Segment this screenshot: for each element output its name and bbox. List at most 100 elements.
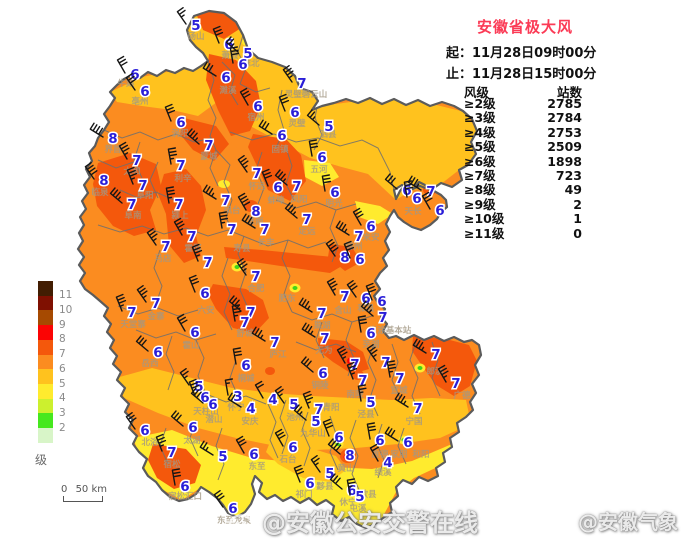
- place-label: 和阳: [412, 449, 429, 460]
- place-label: 芜湖: [362, 339, 380, 350]
- wind-barb-icon: [369, 443, 379, 462]
- place-label: 岳西: [141, 358, 159, 369]
- station-wind-value: 6: [317, 150, 326, 166]
- wind-barb-icon: [357, 384, 367, 402]
- station-wind-value: 7: [413, 401, 422, 417]
- station-marker: 7: [126, 166, 149, 196]
- wind-barb-icon: [366, 422, 377, 440]
- stats-row: ≥2级 2785: [440, 96, 582, 111]
- watermark-left-text: @安徽公安交警在线: [262, 509, 478, 537]
- wind-barb-icon: [167, 147, 178, 165]
- wind-barb-icon: [421, 191, 433, 210]
- station-wind-value: 6: [273, 180, 282, 196]
- place-label: 祁门: [295, 489, 312, 500]
- station-marker: 6: [235, 435, 260, 465]
- wind-barb-icon: [232, 347, 243, 365]
- station-wind-value: 6: [355, 252, 364, 268]
- wind-barb-icon: [235, 435, 247, 454]
- wind-zone: [158, 169, 206, 263]
- wind-barb-icon: [365, 282, 377, 301]
- stats-level: ≥2级: [464, 96, 496, 111]
- place-label: 铜陵: [311, 380, 329, 391]
- wind-zone: [304, 160, 339, 186]
- wind-barb-icon: [229, 46, 240, 64]
- wind-barb-icon: [239, 87, 251, 106]
- station-marker: 6: [213, 490, 239, 519]
- place-label: 六安: [197, 305, 215, 316]
- wind-barb-icon: [237, 192, 251, 211]
- station-wind-value: 8: [108, 131, 117, 147]
- station-wind-value: 6: [330, 185, 339, 201]
- station-marker: 7: [218, 211, 238, 240]
- station-marker: 7: [173, 217, 198, 247]
- place-label: 寿县: [232, 243, 251, 254]
- stats-row: ≥10级 1: [440, 211, 582, 226]
- wind-barb-icon: [327, 438, 342, 455]
- station-marker: 6: [278, 93, 301, 123]
- wind-barb-icon: [171, 468, 182, 486]
- stats-rows: ≥2级 2785 ≥3级 2784 ≥4级 2753 ≥5级 2509 ≥6级 1898 ≥7级 72…: [440, 96, 582, 241]
- wind-barb-icon: [179, 368, 190, 386]
- place-label: 淮北: [242, 58, 260, 69]
- station-wind-value: 8: [345, 448, 354, 464]
- county-boundary: [431, 341, 441, 397]
- station-wind-value: 7: [431, 347, 440, 363]
- station-marker: 6: [384, 426, 414, 453]
- colorbar-block: [38, 413, 53, 429]
- place-label: 界首: [104, 144, 122, 155]
- place-label: 濉溪: [219, 85, 237, 96]
- station-wind-value: 7: [260, 222, 269, 238]
- wind-barb-icon: [188, 378, 200, 397]
- stats-header-count: 站数: [556, 85, 582, 100]
- stats-header: 风级 站数: [440, 82, 582, 101]
- place-label: 阜阳: [136, 190, 153, 201]
- wind-barb-icon: [115, 293, 127, 312]
- place-label: 黄山: [337, 463, 354, 474]
- station-marker: 6: [293, 464, 316, 494]
- province-boundary: [76, 9, 483, 530]
- wind-barb-icon: [176, 7, 187, 25]
- stats-count: 2784: [547, 110, 582, 126]
- wind-barb-icon: [274, 428, 286, 447]
- station-marker: 6: [202, 61, 232, 88]
- wind-barb-icon: [384, 426, 399, 442]
- place-label: 歙县: [358, 489, 377, 500]
- colorbar-block: [38, 295, 53, 311]
- station-wind-value: 6: [402, 183, 411, 199]
- county-boundary: [295, 341, 357, 353]
- place-label: 来安: [361, 232, 380, 243]
- station-marker: 6: [176, 313, 201, 343]
- place-label: 阜南: [124, 210, 142, 221]
- wind-barb-icon: [300, 356, 314, 373]
- place-label: 怀宁: [227, 402, 245, 413]
- station-marker: 7: [274, 169, 303, 197]
- wind-barb-icon: [346, 280, 358, 298]
- colorbar-tick-label: 3: [59, 406, 66, 419]
- place-label: 黟县: [315, 481, 334, 492]
- county-boundary: [205, 393, 267, 405]
- station-marker: 7: [282, 65, 308, 94]
- station-wind-value: 7: [138, 178, 147, 194]
- station-marker: 6: [188, 274, 211, 304]
- station-wind-value: 5: [289, 397, 298, 413]
- station-marker: 7: [335, 220, 365, 247]
- station-wind-value: 5: [324, 119, 333, 135]
- station-wind-value: 7: [161, 239, 170, 255]
- stats-count: 2753: [547, 124, 582, 140]
- colorbar: 11 10 9 8 7 6 5 4 3 2: [38, 281, 72, 443]
- wind-barb-icon: [165, 186, 176, 204]
- station-marker: 8: [84, 162, 110, 191]
- place-label: 庐江: [269, 349, 287, 360]
- wind-barb-icon: [366, 344, 378, 362]
- wind-barb-icon: [310, 455, 321, 473]
- wind-barb-icon: [278, 93, 290, 112]
- wind-barb-icon: [173, 217, 185, 236]
- colorbar-block: [38, 339, 53, 355]
- station-wind-value: 6: [221, 70, 230, 86]
- place-label: 安庆: [241, 416, 259, 427]
- place-label: 滁州: [345, 241, 362, 252]
- station-wind-value: 6: [140, 84, 149, 100]
- station-wind-value: 7: [203, 255, 212, 271]
- map-title: 安徽省极大风: [477, 18, 574, 36]
